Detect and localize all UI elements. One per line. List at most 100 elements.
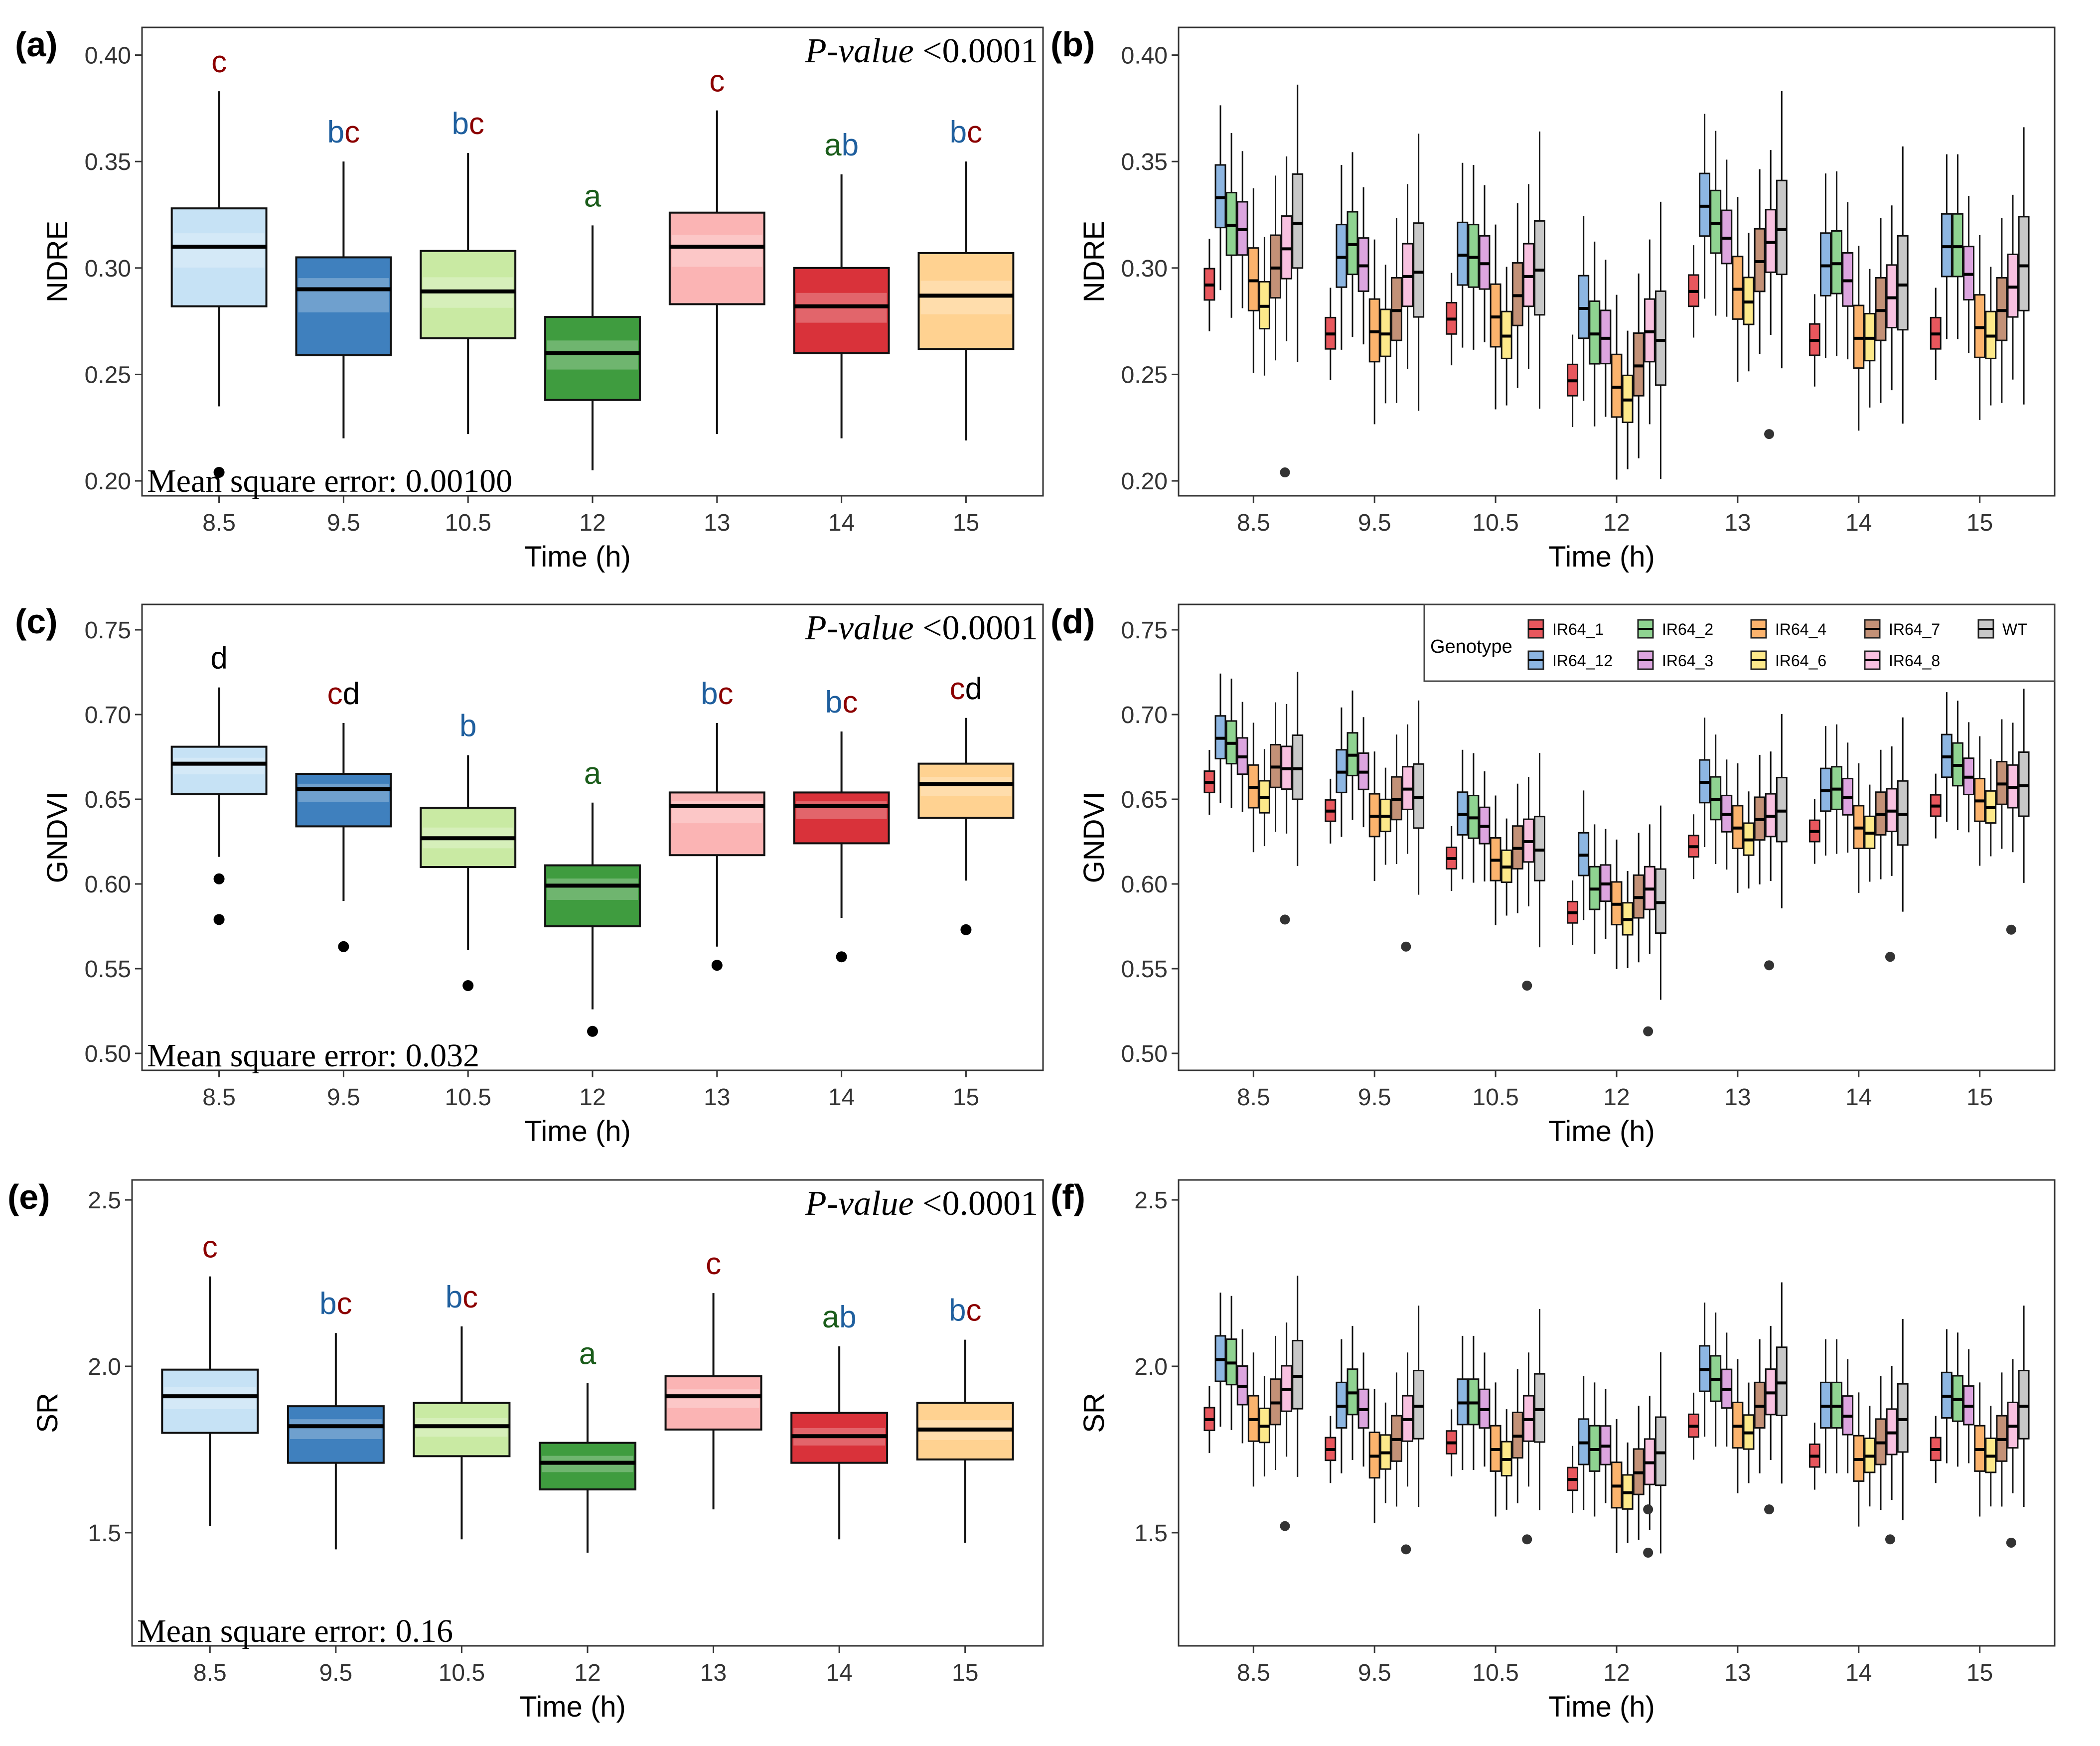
box-body <box>2018 216 2030 311</box>
genotype-box-IR64_4 <box>1368 239 1380 425</box>
genotype-box-IR64_7 <box>1511 783 1523 913</box>
genotype-box-IR64_2 <box>1589 241 1601 427</box>
y-axis-title: NDRE <box>1078 221 1110 302</box>
genotype-box-IR64_4 <box>1611 294 1623 480</box>
letter-part: a <box>584 756 601 791</box>
significance-letter: ab <box>822 1300 857 1334</box>
panel-label: (f) <box>1050 1177 1085 1216</box>
y-tick-label: 0.75 <box>1121 617 1168 644</box>
group-15 <box>1930 127 2030 420</box>
box-body <box>287 1405 385 1464</box>
genotype-box-WT <box>2018 127 2030 405</box>
box-body <box>1654 868 1666 934</box>
letter-part: d <box>343 677 360 711</box>
y-tick-label: 0.60 <box>1121 872 1168 898</box>
genotype-box-IR64_6 <box>1500 267 1512 406</box>
genotype-box-WT <box>1897 717 1909 912</box>
letter-part: b <box>701 677 718 711</box>
letter-part: b <box>327 115 344 149</box>
genotype-box-IR64_1 <box>1567 880 1579 945</box>
genotype-box-IR64_1 <box>1446 826 1458 891</box>
outlier-point <box>1764 429 1775 439</box>
y-tick-label: 0.20 <box>1121 468 1168 495</box>
panel-f: (f) 1.5 2.0 2.5 8.5 9.5 10.5 12 13 14 15 Time (h) SR <box>1050 1177 2056 1723</box>
group-12 <box>1567 201 1666 480</box>
x-tick-label: 15 <box>952 1660 978 1686</box>
genotype-box-IR64_6 <box>1258 749 1270 847</box>
box-9.5: cd <box>295 677 392 952</box>
legend-label: IR64_7 <box>1889 620 1940 638</box>
genotype-box-IR64_8 <box>1281 704 1293 834</box>
genotype-box-IR64_3 <box>1842 202 1854 360</box>
y-tick-label: 2.5 <box>1134 1187 1168 1214</box>
panel-label: (d) <box>1050 602 1095 641</box>
significance-letter: a <box>584 756 601 791</box>
box-body <box>917 762 1015 819</box>
box-body <box>1776 179 1788 276</box>
genotype-box-IR64_8 <box>1765 1325 1777 1460</box>
box-body <box>1413 1370 1425 1440</box>
genotype-box-IR64_6 <box>1743 233 1755 372</box>
y-axis-title: NDRE <box>41 221 74 302</box>
box-body <box>793 267 890 354</box>
genotype-box-IR64_7 <box>1996 218 2008 403</box>
group-9.5 <box>1325 134 1425 425</box>
genotype-box-IR64_1 <box>1203 1386 1215 1454</box>
genotype-box-IR64_6 <box>1864 269 1876 408</box>
significance-letter: cd <box>950 672 982 706</box>
genotype-box-IR64_6 <box>1622 871 1634 968</box>
letter-part: b <box>459 709 476 743</box>
outlier-point <box>1401 1544 1411 1555</box>
genotype-box-IR64_6 <box>1985 1406 1997 1507</box>
x-tick-label: 13 <box>704 1084 730 1111</box>
genotype-box-IR64_6 <box>1985 267 1997 406</box>
letter-part: a <box>822 1300 840 1334</box>
y-tick-label: 0.55 <box>85 956 131 983</box>
genotype-box-IR64_2 <box>1589 1382 1601 1517</box>
genotype-box-IR64_8 <box>1402 184 1413 369</box>
genotype-box-IR64_3 <box>1721 1332 1733 1447</box>
genotype-box-IR64_6 <box>1743 1382 1755 1483</box>
genotype-box-IR64_4 <box>1732 197 1744 382</box>
y-tick-label: 0.60 <box>85 872 131 898</box>
genotype-box-WT <box>1776 714 1788 908</box>
letter-part: c <box>706 1247 721 1281</box>
letter-part: c <box>462 1280 478 1314</box>
box-body <box>1897 780 1909 846</box>
genotype-box-IR64_7 <box>1390 734 1402 865</box>
genotype-box-WT <box>1534 753 1545 948</box>
group-15 <box>1930 1306 2030 1517</box>
significance-letter: bc <box>701 677 733 711</box>
genotype-box-IR64_6 <box>1985 759 1997 857</box>
box-highlight <box>671 235 762 267</box>
genotype-box-IR64_2 <box>1468 753 1480 883</box>
letter-part: c <box>344 115 360 149</box>
y-axis-title: GNDVI <box>1078 792 1110 883</box>
y-tick-label: 0.30 <box>1121 256 1168 282</box>
genotype-box-IR64_2 <box>1710 1312 1722 1447</box>
outlier-point <box>1764 960 1775 971</box>
outlier-point <box>587 1025 598 1037</box>
significance-letter: bc <box>446 1280 478 1314</box>
outlier-point <box>1522 1534 1532 1545</box>
x-tick-label: 13 <box>1724 510 1751 536</box>
box-12: a <box>544 179 641 470</box>
genotype-box-IR64_8 <box>1522 777 1534 907</box>
group-14 <box>1808 146 1909 431</box>
box-8.5: c <box>170 45 268 478</box>
x-tick-label: 10.5 <box>439 1660 485 1686</box>
genotype-box-IR64_8 <box>2007 194 2019 380</box>
genotype-box-IR64_2 <box>1347 1325 1358 1460</box>
genotype-box-IR64_8 <box>1886 205 1898 391</box>
y-tick-label: 0.75 <box>85 617 131 644</box>
mse-text: Mean square error: 0.16 <box>137 1613 453 1649</box>
legend-item-IR64_4: IR64_4 <box>1750 619 1826 639</box>
genotype-box-IR64_12 <box>1457 162 1469 348</box>
legend-label: IR64_2 <box>1662 620 1713 638</box>
letter-part: b <box>950 115 967 149</box>
letter-part: a <box>584 179 601 213</box>
genotype-box-IR64_3 <box>1842 1359 1854 1473</box>
y-tick-label: 0.40 <box>85 43 131 69</box>
genotype-box-IR64_4 <box>1732 763 1744 893</box>
significance-letter: bc <box>319 1287 352 1321</box>
